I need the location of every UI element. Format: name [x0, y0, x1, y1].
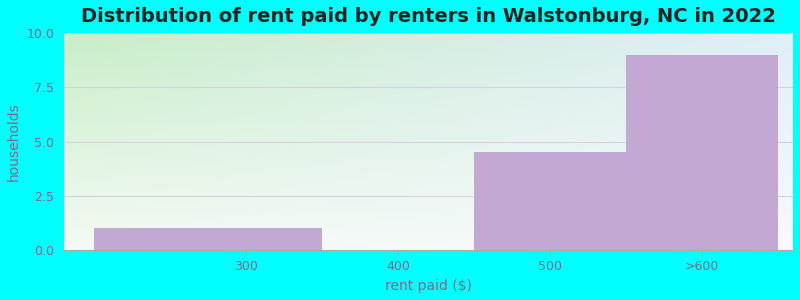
Title: Distribution of rent paid by renters in Walstonburg, NC in 2022: Distribution of rent paid by renters in …: [81, 7, 776, 26]
Bar: [474, 152, 626, 250]
Bar: [626, 55, 778, 250]
Y-axis label: households: households: [7, 102, 21, 181]
Bar: [94, 228, 322, 250]
X-axis label: rent paid ($): rent paid ($): [385, 279, 472, 293]
